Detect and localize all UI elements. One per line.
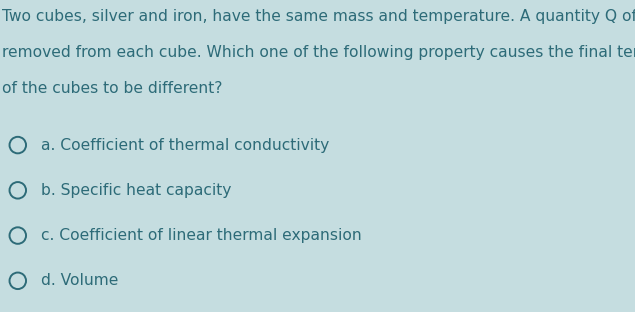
Text: of the cubes to be different?: of the cubes to be different? [2, 81, 222, 96]
Text: removed from each cube. Which one of the following property causes the final tem: removed from each cube. Which one of the… [2, 45, 635, 60]
Text: c. Coefficient of linear thermal expansion: c. Coefficient of linear thermal expansi… [41, 228, 362, 243]
Text: a. Coefficient of thermal conductivity: a. Coefficient of thermal conductivity [41, 138, 330, 153]
Text: d. Volume: d. Volume [41, 273, 119, 288]
Text: Two cubes, silver and iron, have the same mass and temperature. A quantity Q of : Two cubes, silver and iron, have the sam… [2, 9, 635, 24]
Text: b. Specific heat capacity: b. Specific heat capacity [41, 183, 232, 198]
